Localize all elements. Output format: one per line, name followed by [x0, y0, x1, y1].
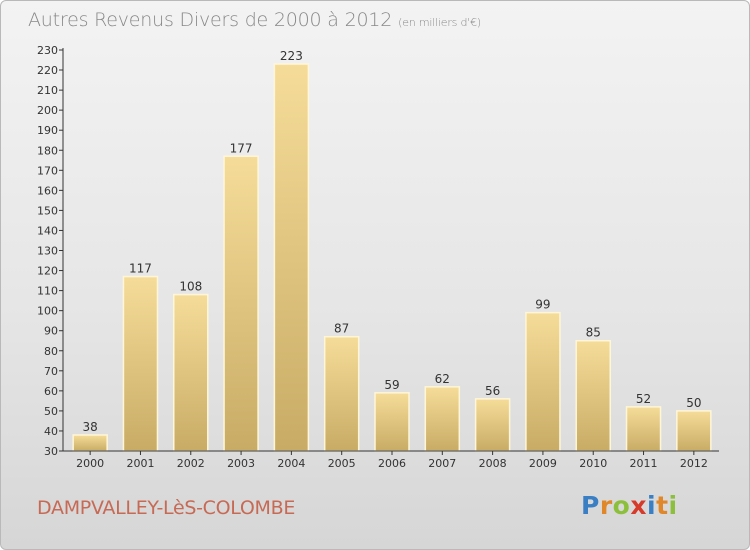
place-name: DAMPVALLEY-LèS-COLOMBE: [37, 497, 296, 519]
bar-value-label: 56: [485, 384, 500, 398]
y-tick-label: 160: [37, 184, 58, 197]
bar-value-label: 62: [435, 372, 450, 386]
x-tick-label: 2001: [126, 457, 154, 470]
x-axis: 2000 2001 2002 2003 2004 2005 2006 2007 2008 2009…: [63, 450, 719, 470]
y-tick-label: 210: [37, 84, 58, 97]
bar-value-label: 52: [636, 392, 651, 406]
bar-2004: [273, 63, 310, 452]
y-tick-label: 130: [37, 245, 58, 258]
bar-value-label: 99: [535, 298, 550, 312]
x-tick-label: 2000: [76, 457, 104, 470]
x-tick-label: 2012: [680, 457, 708, 470]
y-tick-label: 200: [37, 104, 58, 117]
y-tick-label: 140: [37, 224, 58, 237]
y-tick-label: 100: [37, 305, 58, 318]
bar-value-label: 108: [179, 280, 202, 294]
x-tick-label: 2005: [328, 457, 356, 470]
bar-2000: [72, 434, 108, 452]
y-tick-label: 170: [37, 164, 58, 177]
bar-2001: [122, 275, 159, 452]
bar-2011: [625, 406, 662, 452]
bar-2010: [575, 339, 611, 452]
logo-letter: i: [668, 491, 678, 520]
proxiti-logo: Proxiti: [581, 491, 678, 520]
bar-2008: [474, 398, 511, 452]
x-tick-label: 2010: [579, 457, 607, 470]
x-tick-label: 2011: [630, 457, 658, 470]
y-tick-label: 180: [37, 144, 58, 157]
bar-2007: [424, 386, 461, 452]
x-tick-label: 2009: [529, 457, 557, 470]
chart-title: Autres Revenus Divers de 2000 à 2012 (en …: [28, 9, 482, 31]
bar-value-label: 87: [334, 322, 349, 336]
x-tick-label: 2006: [378, 457, 406, 470]
y-tick-label: 230: [37, 44, 58, 57]
y-tick-label: 40: [44, 425, 58, 438]
y-axis: 30 40 50 60 70 80 90 100 110 120 130 140 150 160 170 18…: [37, 44, 64, 458]
bar-value-label: 117: [129, 262, 152, 276]
x-tick-label: 2007: [428, 457, 456, 470]
bar-value-label: 38: [83, 420, 98, 434]
chart-subtitle: (en milliers d'€): [398, 16, 482, 29]
x-tick-label: 2003: [227, 457, 255, 470]
y-tick-label: 80: [44, 345, 58, 358]
bar-2002: [173, 293, 209, 452]
bar-2006: [374, 392, 410, 452]
bar-2012: [676, 410, 712, 452]
bar-value-label: 50: [686, 396, 701, 410]
x-tick-label: 2008: [479, 457, 507, 470]
logo-letter: o: [612, 491, 631, 520]
logo-letter: t: [656, 491, 669, 520]
y-tick-label: 50: [44, 405, 58, 418]
bar-value-label: 177: [230, 141, 253, 155]
bar-2005: [323, 335, 360, 452]
y-tick-label: 70: [44, 365, 58, 378]
y-tick-label: 30: [44, 445, 58, 458]
bar-2003: [223, 155, 259, 452]
logo-letter: r: [599, 491, 613, 520]
bar-2009: [525, 311, 561, 452]
y-tick-label: 150: [37, 204, 58, 217]
logo-letter: i: [647, 491, 657, 520]
logo-letter: P: [581, 491, 600, 520]
bars: 38 117 108 177 223 87 59 62 56 99 85 52 50: [72, 49, 712, 452]
y-tick-label: 190: [37, 124, 58, 137]
y-tick-label: 90: [44, 325, 58, 338]
y-tick-label: 110: [37, 285, 58, 298]
bar-value-label: 59: [384, 378, 399, 392]
y-tick-label: 60: [44, 385, 58, 398]
y-tick-label: 120: [37, 265, 58, 278]
logo-letter: x: [630, 491, 647, 520]
y-tick-label: 220: [37, 64, 58, 77]
bar-value-label: 223: [280, 49, 303, 63]
x-tick-label: 2004: [277, 457, 305, 470]
bar-value-label: 85: [586, 326, 601, 340]
x-tick-label: 2002: [177, 457, 205, 470]
